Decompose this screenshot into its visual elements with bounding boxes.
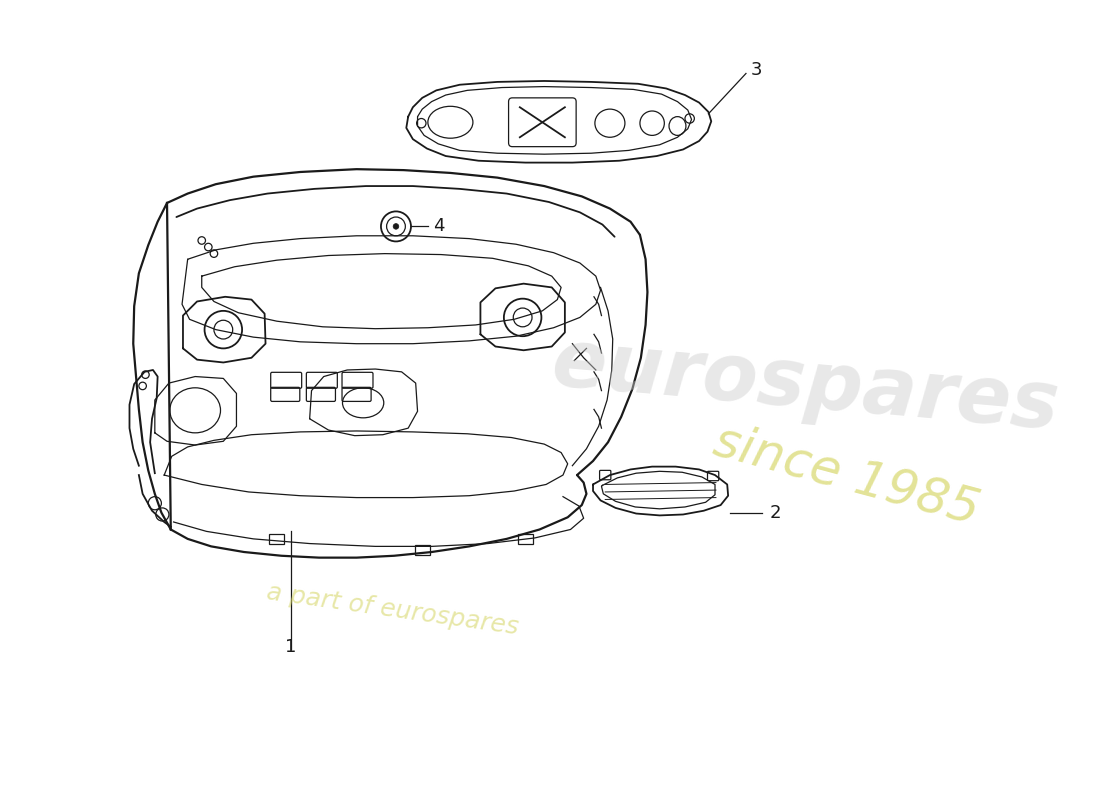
Text: since 1985: since 1985 (708, 417, 984, 534)
Text: 4: 4 (433, 218, 446, 235)
Text: 2: 2 (769, 503, 781, 522)
Bar (518, 534, 534, 543)
Circle shape (393, 223, 399, 230)
Bar (270, 534, 284, 543)
Text: a part of eurospares: a part of eurospares (265, 581, 520, 640)
Text: 3: 3 (750, 61, 762, 78)
Text: 1: 1 (285, 638, 297, 656)
Bar (415, 546, 430, 555)
Text: eurospares: eurospares (548, 324, 1062, 446)
